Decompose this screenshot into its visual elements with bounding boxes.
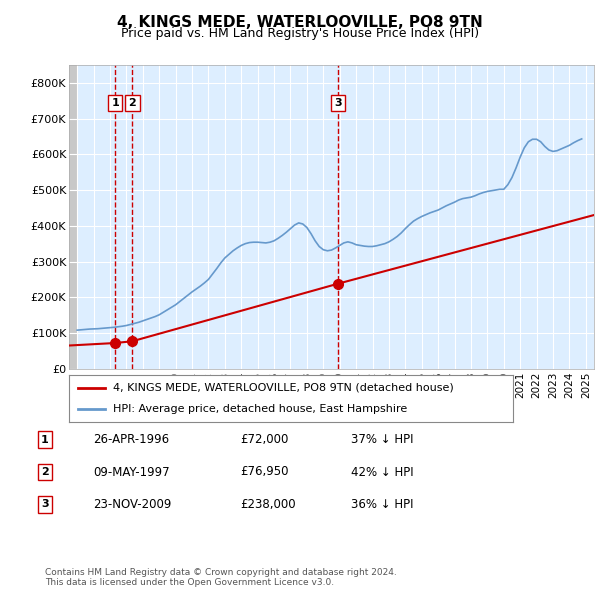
Bar bbox=[69, 65, 77, 369]
Text: 1: 1 bbox=[41, 435, 49, 444]
Text: £238,000: £238,000 bbox=[240, 498, 296, 511]
Text: 4, KINGS MEDE, WATERLOOVILLE, PO8 9TN: 4, KINGS MEDE, WATERLOOVILLE, PO8 9TN bbox=[117, 15, 483, 30]
Text: HPI: Average price, detached house, East Hampshire: HPI: Average price, detached house, East… bbox=[113, 404, 407, 414]
Text: 36% ↓ HPI: 36% ↓ HPI bbox=[351, 498, 413, 511]
Text: Price paid vs. HM Land Registry's House Price Index (HPI): Price paid vs. HM Land Registry's House … bbox=[121, 27, 479, 40]
Text: 4, KINGS MEDE, WATERLOOVILLE, PO8 9TN (detached house): 4, KINGS MEDE, WATERLOOVILLE, PO8 9TN (d… bbox=[113, 383, 454, 393]
Text: 2: 2 bbox=[128, 98, 136, 108]
Text: 23-NOV-2009: 23-NOV-2009 bbox=[93, 498, 172, 511]
Text: 26-APR-1996: 26-APR-1996 bbox=[93, 433, 169, 446]
Text: 09-MAY-1997: 09-MAY-1997 bbox=[93, 466, 170, 478]
Text: 3: 3 bbox=[41, 500, 49, 509]
Text: 2: 2 bbox=[41, 467, 49, 477]
Text: 37% ↓ HPI: 37% ↓ HPI bbox=[351, 433, 413, 446]
Text: £76,950: £76,950 bbox=[240, 466, 289, 478]
Text: £72,000: £72,000 bbox=[240, 433, 289, 446]
Text: Contains HM Land Registry data © Crown copyright and database right 2024.
This d: Contains HM Land Registry data © Crown c… bbox=[45, 568, 397, 587]
Text: 42% ↓ HPI: 42% ↓ HPI bbox=[351, 466, 413, 478]
Text: 1: 1 bbox=[112, 98, 119, 108]
Text: 3: 3 bbox=[334, 98, 342, 108]
